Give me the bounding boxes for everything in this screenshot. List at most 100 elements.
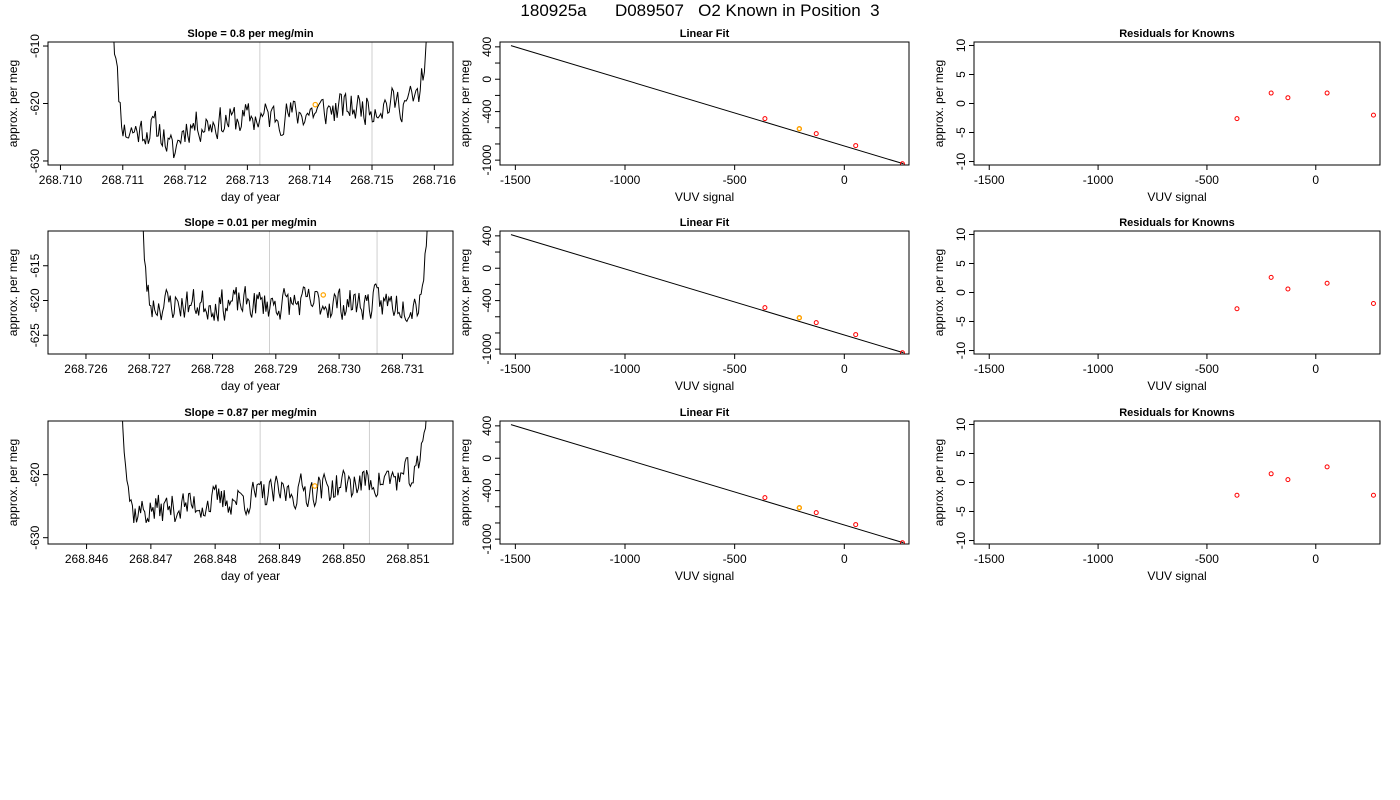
known-point: [853, 522, 859, 528]
panel-title: Linear Fit: [680, 217, 730, 229]
y-tick-label: -615: [28, 253, 42, 277]
y-tick-label: 5: [954, 450, 968, 457]
x-tick-label: -1500: [974, 552, 1005, 566]
panel-title: Slope = 0.8 per meg/min: [187, 28, 314, 40]
y-tick-label: 10: [954, 38, 968, 52]
x-axis-label: VUV signal: [675, 190, 734, 204]
known-point: [762, 305, 768, 311]
plot-area: [1234, 464, 1376, 498]
x-tick-label: -500: [1195, 173, 1219, 187]
series-line: [142, 231, 428, 323]
x-tick-label: 268.726: [64, 362, 108, 376]
x-tick-label: 268.716: [413, 173, 457, 187]
known-point: [813, 320, 819, 326]
y-tick-label: -620: [28, 288, 42, 312]
y-tick-label: -1000: [480, 523, 494, 554]
x-tick-label: 268.715: [350, 173, 394, 187]
known-point: [762, 116, 768, 122]
x-axis-label: VUV signal: [1147, 569, 1206, 583]
panel-title: Residuals for Knowns: [1119, 28, 1235, 40]
x-tick-label: 268.846: [65, 552, 109, 566]
x-tick-label: -1000: [610, 552, 641, 566]
x-tick-label: 268.847: [129, 552, 173, 566]
known-point: [899, 540, 905, 544]
y-tick-label: -10: [954, 342, 968, 360]
x-axis-label: VUV signal: [675, 379, 734, 393]
fit-line: [510, 424, 904, 544]
y-tick-label: -400: [480, 478, 494, 502]
x-tick-label: -1500: [500, 362, 531, 376]
x-axis-label: VUV signal: [1147, 379, 1206, 393]
x-tick-label: -1000: [1083, 552, 1114, 566]
y-tick-label: 0: [480, 265, 494, 272]
x-tick-label: 268.710: [39, 173, 83, 187]
panel-title: Residuals for Knowns: [1119, 407, 1235, 419]
y-tick-label: -10: [954, 532, 968, 550]
plot-area: [510, 234, 905, 354]
panel-time-series-row-3: Slope = 0.87 per meg/min 268.846 268.847 26…: [6, 407, 454, 583]
known-point: [813, 510, 819, 516]
plot-frame: [499, 41, 910, 166]
sample-point: [796, 505, 803, 511]
x-tick-label: -1000: [1083, 362, 1114, 376]
y-tick-label: -400: [480, 288, 494, 312]
plot-area: [1234, 90, 1376, 122]
sample-point: [320, 292, 327, 298]
y-tick-label: 10: [954, 227, 968, 241]
x-tick-label: 0: [1312, 362, 1319, 376]
x-tick-label: -1500: [500, 552, 531, 566]
y-tick-label: -5: [954, 316, 968, 327]
y-axis-label: approx. per meg: [932, 249, 946, 336]
residual-point: [1285, 95, 1291, 101]
x-tick-label: -1500: [974, 173, 1005, 187]
y-tick-label: -610: [28, 34, 42, 58]
sample-point: [796, 126, 803, 132]
plot-area: [510, 424, 905, 544]
y-tick-label: -1000: [480, 333, 494, 364]
y-axis-label: approx. per meg: [6, 60, 20, 147]
y-tick-label: -400: [480, 99, 494, 123]
plot-frame: [47, 41, 454, 166]
plot-area: [122, 421, 427, 524]
x-tick-label: 268.728: [191, 362, 235, 376]
known-point: [853, 143, 859, 149]
panel-residuals-row-3: Residuals for Knowns -1500 -1000 -500 0 10 5 0 -…: [932, 407, 1381, 583]
y-tick-label: 5: [954, 260, 968, 267]
x-tick-label: 0: [841, 552, 848, 566]
plot-frame: [973, 41, 1381, 166]
y-tick-label: 400: [480, 37, 494, 57]
y-axis-label: approx. per meg: [6, 439, 20, 526]
x-tick-label: 268.731: [381, 362, 425, 376]
residual-point: [1370, 492, 1376, 498]
x-tick-label: -500: [1195, 362, 1219, 376]
y-tick-label: 0: [954, 479, 968, 486]
x-tick-label: 268.730: [317, 362, 361, 376]
x-tick-label: 268.711: [102, 173, 145, 187]
plot-frame: [499, 420, 910, 545]
panel-linear-fit-row-1: Linear Fit -1500 -1000 -500 0 400 0 -400 -1000 VU…: [458, 28, 910, 204]
residual-point: [1234, 306, 1240, 312]
y-tick-label: -620: [28, 91, 42, 115]
x-axis-label: day of year: [221, 569, 280, 583]
x-tick-label: -500: [723, 173, 747, 187]
plot-area: [142, 231, 428, 323]
residual-point: [1285, 286, 1291, 292]
x-tick-label: 268.727: [128, 362, 172, 376]
fit-line: [510, 45, 904, 165]
x-tick-label: -500: [1195, 552, 1219, 566]
y-tick-label: 0: [954, 289, 968, 296]
residual-point: [1268, 274, 1274, 280]
series-line: [122, 421, 427, 524]
residual-point: [1268, 471, 1274, 477]
y-tick-label: 5: [954, 71, 968, 78]
y-tick-label: -630: [28, 525, 42, 549]
residual-point: [1370, 301, 1376, 307]
y-tick-label: -5: [954, 506, 968, 517]
known-point: [899, 161, 905, 165]
sample-point: [796, 315, 803, 321]
panel-title: Slope = 0.01 per meg/min: [184, 217, 317, 229]
residual-point: [1324, 464, 1330, 470]
y-tick-label: -1000: [480, 144, 494, 175]
y-tick-label: 400: [480, 226, 494, 246]
y-tick-label: 400: [480, 416, 494, 436]
